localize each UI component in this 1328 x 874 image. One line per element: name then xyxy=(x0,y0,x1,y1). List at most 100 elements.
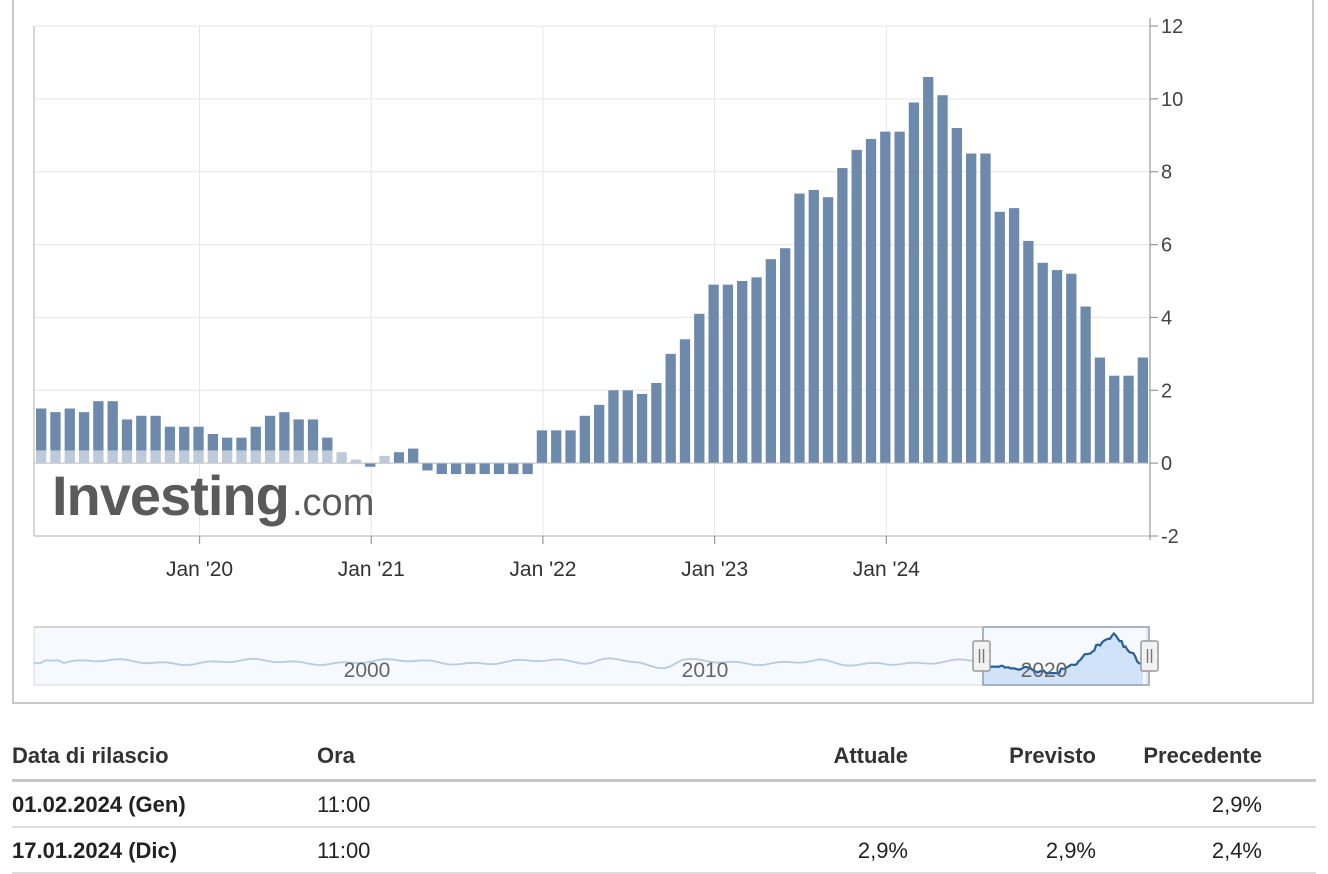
bar[interactable] xyxy=(508,463,519,475)
bar[interactable] xyxy=(1094,357,1106,464)
bar[interactable] xyxy=(164,426,176,464)
bar[interactable] xyxy=(264,415,276,464)
logo-fade-band xyxy=(34,450,394,464)
bar[interactable] xyxy=(365,463,376,467)
bar[interactable] xyxy=(179,426,190,464)
bar[interactable] xyxy=(665,353,676,464)
bar[interactable] xyxy=(64,408,75,464)
bar[interactable] xyxy=(436,463,447,475)
bar[interactable] xyxy=(121,419,133,464)
bar[interactable] xyxy=(465,463,476,475)
bar[interactable] xyxy=(622,390,633,464)
bar[interactable] xyxy=(851,149,862,464)
header-previous[interactable]: Precedente xyxy=(1143,743,1262,768)
bar[interactable] xyxy=(408,448,419,464)
bar[interactable] xyxy=(751,277,762,464)
row-previous: 2,9% xyxy=(1211,792,1262,817)
navigator-right-handle[interactable] xyxy=(1140,640,1159,672)
bar[interactable] xyxy=(722,284,734,464)
bar[interactable] xyxy=(994,211,1005,464)
bar[interactable] xyxy=(422,463,433,471)
navigator-label-2000: 2000 xyxy=(344,659,391,682)
bar[interactable] xyxy=(1051,270,1063,464)
bar[interactable] xyxy=(1066,273,1077,464)
bar[interactable] xyxy=(522,463,533,475)
bar[interactable] xyxy=(1023,240,1034,464)
bar[interactable] xyxy=(493,463,505,475)
bar[interactable] xyxy=(923,77,934,464)
navigator-selected-line xyxy=(982,631,1144,675)
inflation-bar-chart[interactable]: -2 0 2 4 6 8 10 12 Jan '20 Jan '21 Jan '22 Jan '23… xyxy=(0,0,1328,704)
y-tick-label: 12 xyxy=(1161,16,1183,38)
bar[interactable] xyxy=(594,404,605,464)
bar[interactable] xyxy=(608,390,619,464)
header-time[interactable]: Ora xyxy=(317,743,355,768)
bar[interactable] xyxy=(150,415,161,464)
bar[interactable] xyxy=(450,463,462,475)
bar[interactable] xyxy=(822,197,834,464)
row-release-date: 01.02.2024 (Gen) xyxy=(12,792,186,817)
bar[interactable] xyxy=(651,383,662,464)
bar[interactable] xyxy=(765,259,776,464)
release-table: Data di rilascio Ora Attuale Previsto Pr… xyxy=(12,732,1316,874)
x-tick-label: Jan '20 xyxy=(166,558,233,581)
bar[interactable] xyxy=(50,412,61,464)
y-tick-label: 4 xyxy=(1161,307,1172,329)
bar[interactable] xyxy=(980,153,991,464)
row-previous: 2,4% xyxy=(1211,838,1262,863)
logo-main-text: Investing xyxy=(52,464,289,527)
navigator-selected-area xyxy=(983,633,1143,685)
bar[interactable] xyxy=(250,426,261,464)
bar[interactable] xyxy=(780,248,791,464)
bar[interactable] xyxy=(1123,375,1134,464)
bar[interactable] xyxy=(551,430,562,464)
bar[interactable] xyxy=(279,412,290,464)
bar[interactable] xyxy=(107,401,118,464)
bar[interactable] xyxy=(694,313,705,464)
header-actual[interactable]: Attuale xyxy=(833,743,908,768)
bar[interactable] xyxy=(479,463,490,475)
bar[interactable] xyxy=(393,452,404,464)
bar[interactable] xyxy=(78,412,90,464)
bar[interactable] xyxy=(708,284,719,464)
bar[interactable] xyxy=(894,131,905,464)
bar[interactable] xyxy=(951,128,962,464)
bar[interactable] xyxy=(536,430,548,464)
navigator-left-handle[interactable] xyxy=(972,640,991,672)
bar[interactable] xyxy=(1008,208,1020,464)
bar[interactable] xyxy=(737,281,748,464)
bar[interactable] xyxy=(794,193,805,464)
x-axis-ticks: Jan '20 Jan '21 Jan '22 Jan '23 Jan '24 xyxy=(166,536,920,581)
chart-axes xyxy=(33,18,1151,540)
header-forecast[interactable]: Previsto xyxy=(1009,743,1096,768)
bar[interactable] xyxy=(937,95,948,464)
bar[interactable] xyxy=(1080,306,1091,464)
logo-suffix-text: .com xyxy=(292,482,374,524)
bar[interactable] xyxy=(808,189,819,464)
bar[interactable] xyxy=(93,401,104,464)
bar[interactable] xyxy=(193,426,204,464)
bar[interactable] xyxy=(307,419,319,464)
range-navigator[interactable]: 2000 2010 2020 xyxy=(33,626,1159,686)
bar[interactable] xyxy=(966,153,977,464)
navigator-label-2020: 2020 xyxy=(1021,659,1068,682)
header-release-date[interactable]: Data di rilascio xyxy=(12,743,169,768)
bar[interactable] xyxy=(565,430,576,464)
bar[interactable] xyxy=(880,131,891,464)
bar[interactable] xyxy=(293,419,304,464)
table-row: 17.01.2024 (Dic) 11:00 2,9% 2,9% 2,4% xyxy=(12,828,1316,874)
bar[interactable] xyxy=(579,415,590,464)
bar[interactable] xyxy=(1037,262,1048,464)
chart-bars xyxy=(34,77,1148,475)
bar[interactable] xyxy=(837,168,848,464)
bar[interactable] xyxy=(1109,375,1120,464)
bar[interactable] xyxy=(207,434,218,464)
bar[interactable] xyxy=(679,339,691,464)
bar[interactable] xyxy=(1137,357,1148,464)
bar[interactable] xyxy=(136,415,147,464)
bar[interactable] xyxy=(36,408,47,464)
bar[interactable] xyxy=(865,138,877,464)
bar[interactable] xyxy=(908,102,920,464)
navigator-history-line xyxy=(33,657,982,670)
bar[interactable] xyxy=(636,393,648,464)
